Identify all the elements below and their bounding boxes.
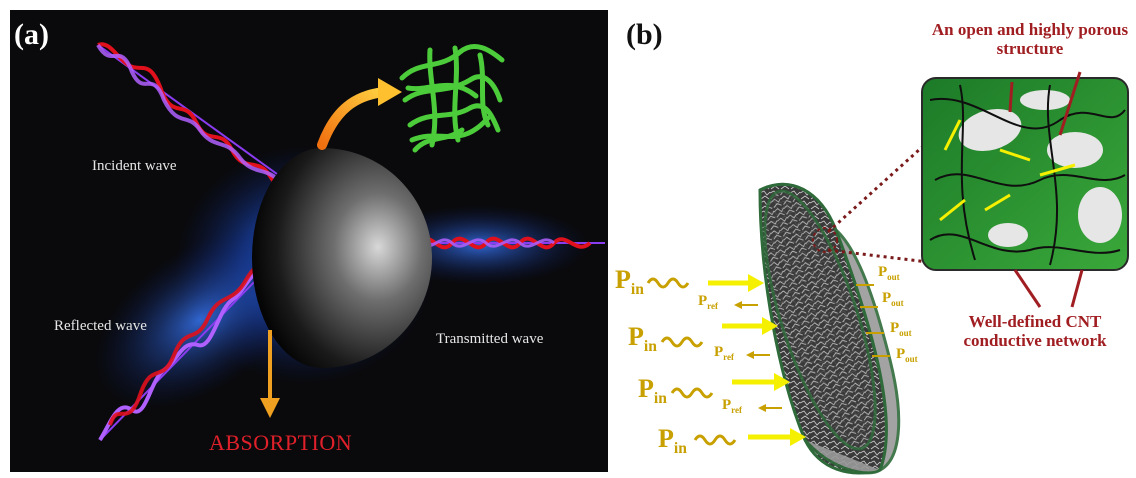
p-in-label: Pin <box>615 265 644 299</box>
transmitted-wave-label: Transmitted wave <box>436 331 544 347</box>
callout-arrow-4 <box>1070 269 1084 308</box>
transmitted-wave <box>418 236 605 250</box>
p-ref-label: Pref <box>722 397 742 415</box>
p-ref-label: Pref <box>714 344 734 362</box>
p-out-label: Pout <box>878 264 900 282</box>
p-ref-arrows <box>734 301 782 412</box>
cnt-foam-disk <box>758 182 901 475</box>
curved-arrow <box>317 87 390 150</box>
p-in-arrows <box>646 274 806 446</box>
callout-arrow-1 <box>1008 81 1014 113</box>
zoom-line-bottom <box>827 248 929 264</box>
panel-b-label: (b) <box>626 18 663 51</box>
zoom-line-top <box>826 138 932 234</box>
p-in-label: Pin <box>658 424 687 458</box>
panel-a-label: (a) <box>14 18 49 51</box>
p-in-label: Pin <box>638 374 667 408</box>
cnt-network-callout: Well-defined CNT conductive network <box>963 312 1107 350</box>
porous-structure-callout: An open and highly porous structure <box>931 20 1129 58</box>
reflected-wave-label: Reflected wave <box>54 318 147 334</box>
curved-arrow-head <box>378 78 402 106</box>
p-ref-label: Pref <box>698 293 718 311</box>
callout-arrow-2 <box>1058 71 1082 136</box>
p-in-label: Pin <box>628 322 657 356</box>
callout-arrow-3 <box>1013 269 1042 308</box>
absorption-arrow-head <box>260 398 280 418</box>
p-out-arrows <box>856 284 890 357</box>
absorber-shell <box>252 148 432 368</box>
inset-structure <box>921 77 1129 271</box>
p-out-label: Pout <box>882 290 904 308</box>
zoom-circle <box>812 227 838 253</box>
cnt-cluster <box>399 44 505 153</box>
p-out-label: Pout <box>896 346 918 364</box>
absorption-label: ABSORPTION <box>209 430 353 455</box>
incident-wave-label: Incident wave <box>92 158 177 174</box>
p-out-label: Pout <box>890 320 912 338</box>
